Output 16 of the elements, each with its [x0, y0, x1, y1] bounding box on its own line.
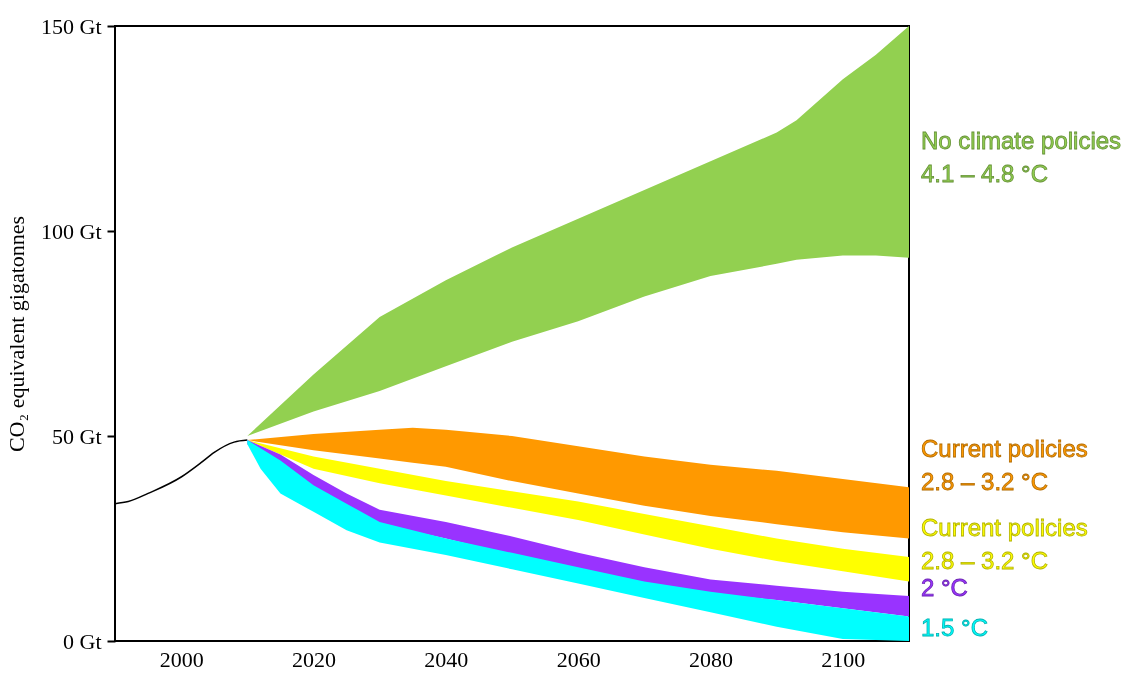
y-tick-label: 50 Gt	[52, 423, 102, 449]
legend-label: Current policies 2.8 – 3.2 °C	[921, 514, 1088, 575]
y-tick-label: 100 Gt	[41, 218, 102, 244]
x-tick-label: 2020	[292, 646, 336, 672]
y-tick-label: 150 Gt	[41, 13, 102, 39]
x-tick-label: 2080	[689, 646, 733, 672]
x-tick-label: 2040	[424, 646, 469, 672]
legend-label: 1.5 °C	[921, 613, 988, 641]
legend-label: 2 °C	[921, 573, 968, 601]
legend-label: Current policies 2.8 – 3.2 °C	[921, 434, 1088, 495]
x-tick-label: 2060	[556, 646, 601, 672]
x-tick-label: 2000	[159, 646, 204, 672]
y-axis-title: CO₂ equivalent gigatonnes	[4, 215, 29, 453]
x-tick-label: 2100	[821, 646, 866, 672]
legend-label: No climate policies 4.1 – 4.8 °C	[921, 126, 1122, 187]
y-tick-label: 0 Gt	[63, 628, 102, 654]
